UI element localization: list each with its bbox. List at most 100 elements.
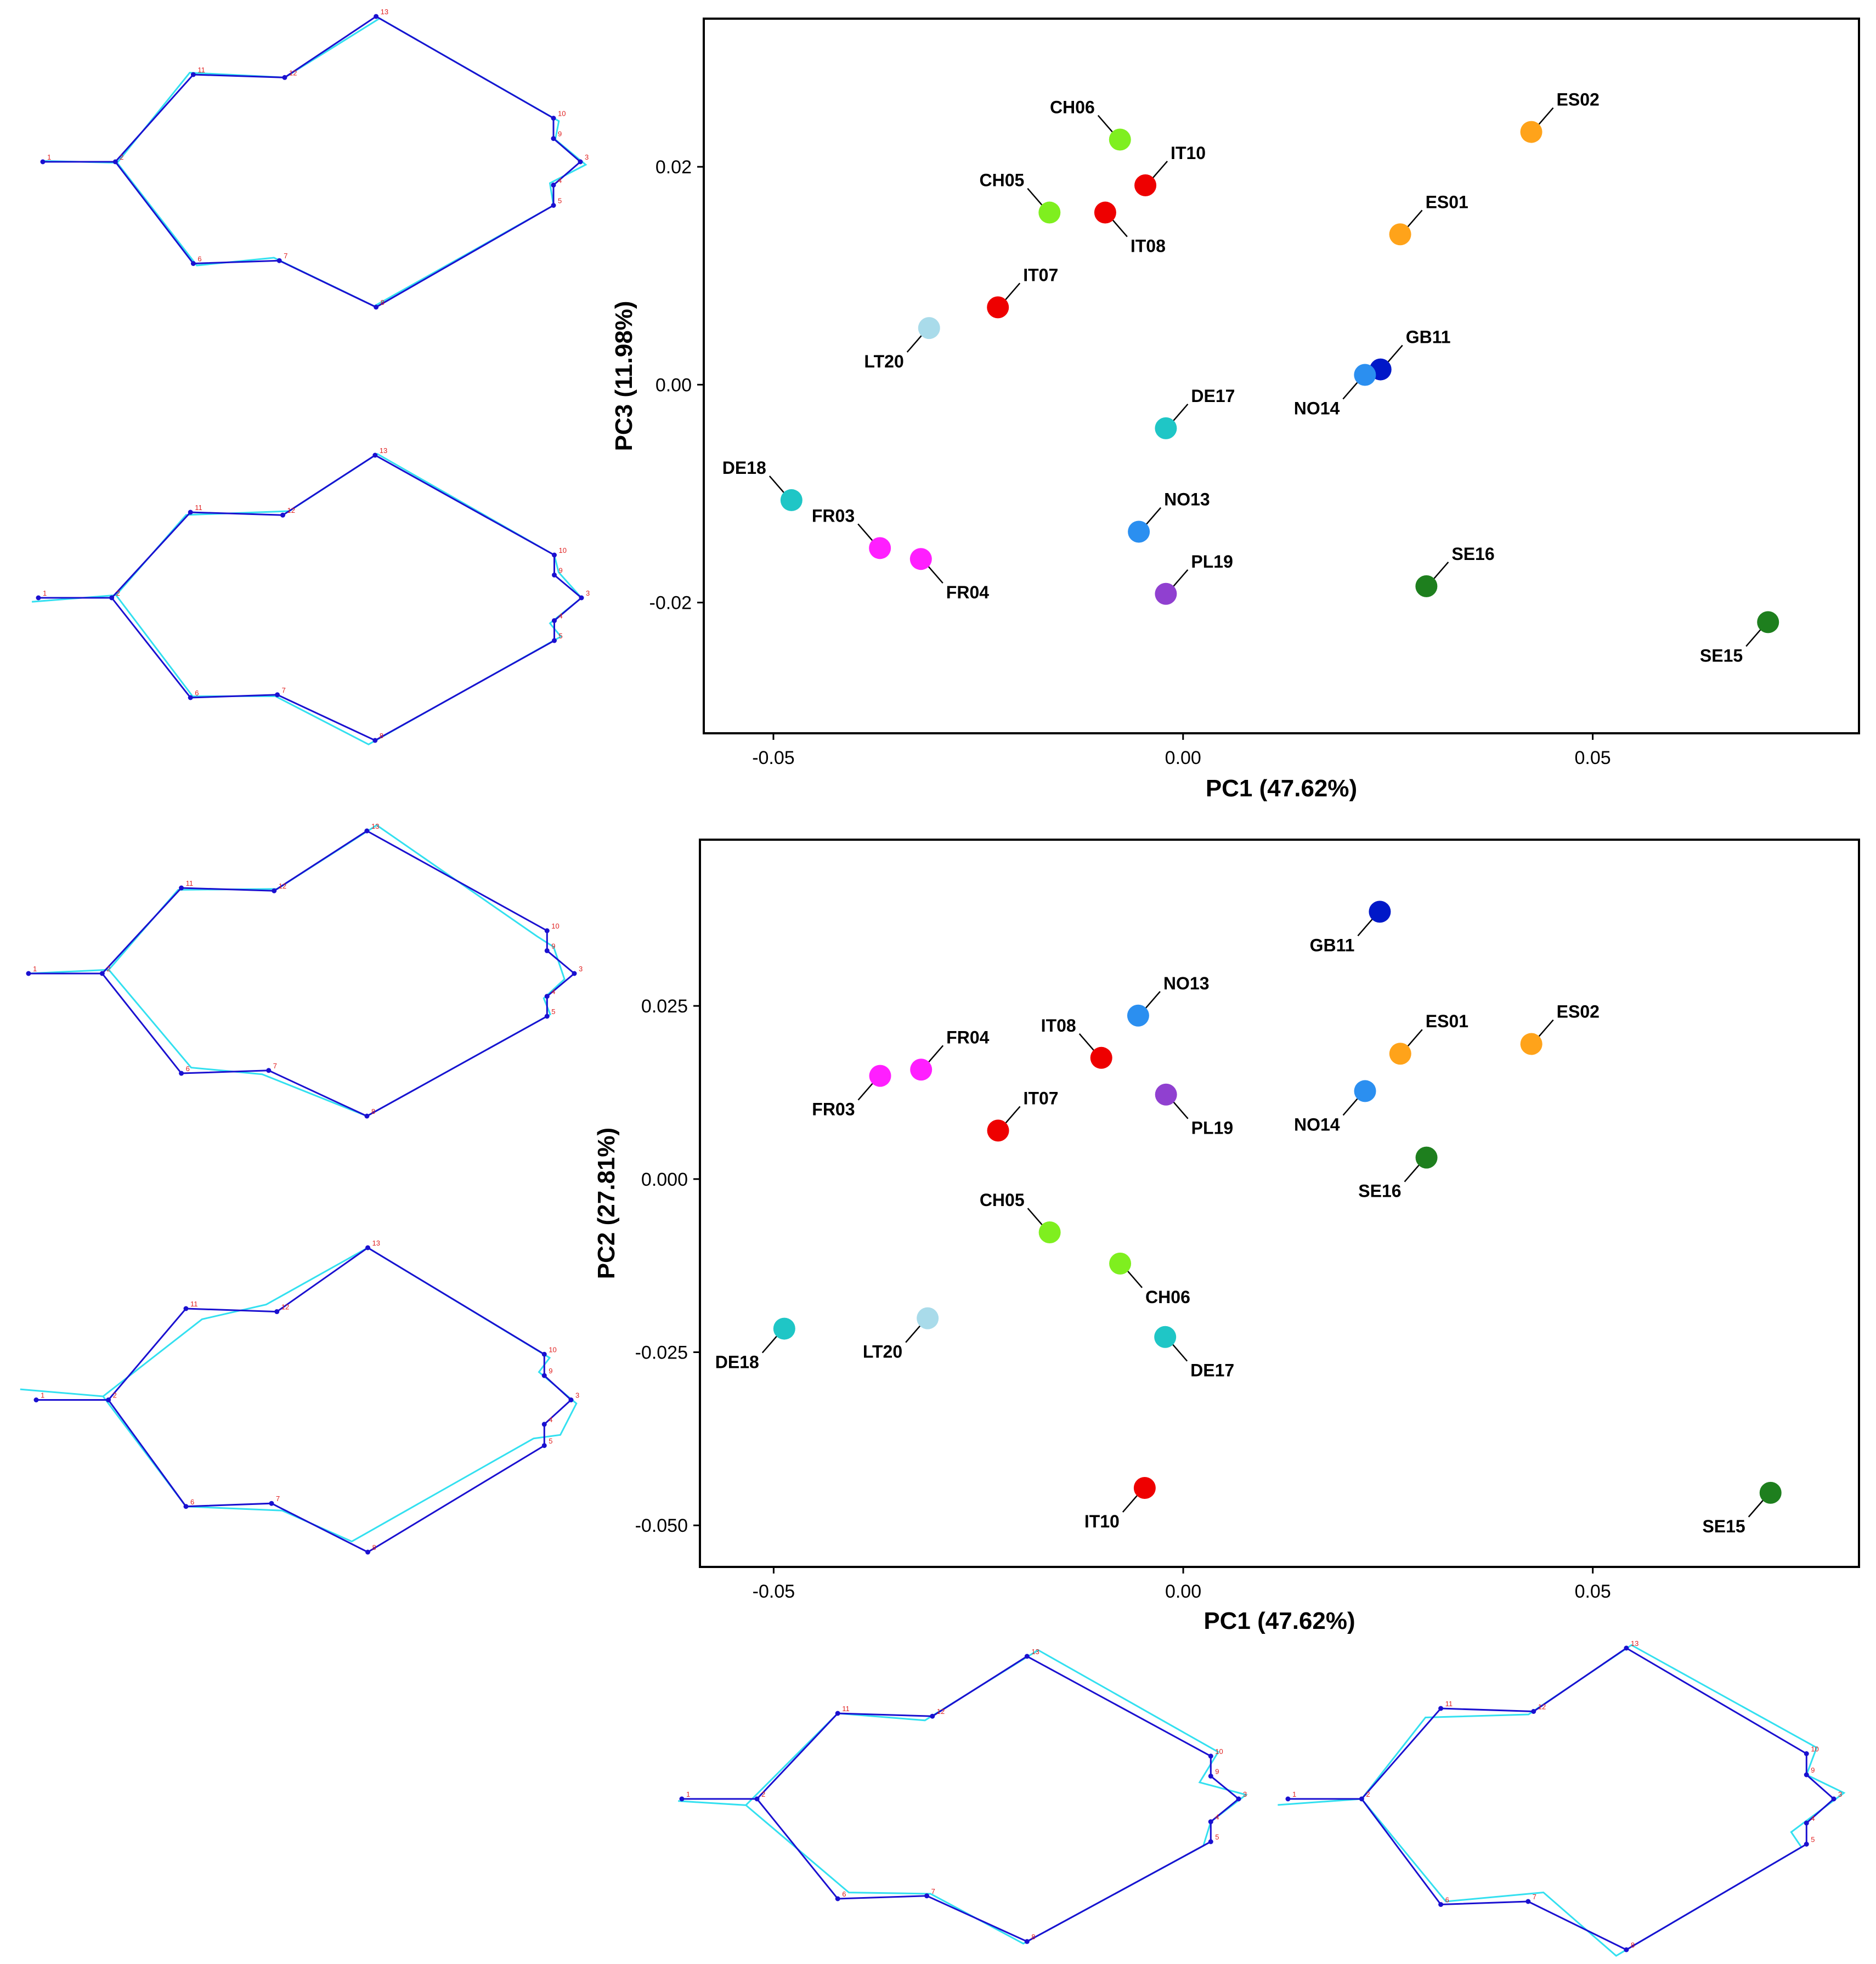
landmark-dot	[36, 595, 41, 601]
data-point-it08	[1094, 201, 1116, 224]
point-leader-line	[1173, 404, 1189, 421]
point-label-se15: SE15	[1700, 646, 1743, 665]
landmark-dot	[183, 1504, 189, 1509]
data-point-de18	[773, 1317, 795, 1340]
landmark-dot	[541, 1351, 547, 1357]
landmark-number: 4	[551, 988, 555, 996]
landmark-dot	[1624, 1947, 1629, 1952]
data-point-no13	[1128, 520, 1150, 543]
landmark-number: 8	[372, 1543, 376, 1552]
landmark-number: 3	[1243, 1790, 1247, 1798]
x-tick-label: -0.05	[753, 1581, 795, 1602]
data-point-se16	[1415, 575, 1438, 597]
landmark-number: 3	[585, 153, 589, 161]
landmark-dot	[179, 885, 184, 891]
landmark-number: 6	[197, 255, 201, 263]
consensus-outline	[31, 452, 583, 746]
landmark-number: 12	[287, 506, 295, 514]
data-point-pl19	[1155, 1083, 1177, 1106]
landmark-dot	[544, 928, 550, 933]
landmark-number: 11	[842, 1705, 850, 1713]
landmark-number: 7	[284, 252, 287, 260]
point-label-no14: NO14	[1294, 399, 1340, 418]
data-point-no14	[1354, 364, 1376, 386]
landmark-dot	[1624, 1645, 1629, 1651]
point-leader-line	[857, 523, 873, 541]
data-point-se15	[1759, 1481, 1782, 1504]
landmark-dot	[544, 1014, 550, 1019]
point-label-it10: IT10	[1084, 1512, 1120, 1531]
landmark-dot	[33, 1397, 39, 1402]
point-label-ch05: CH05	[980, 1190, 1025, 1210]
point-leader-line	[1407, 1029, 1423, 1047]
point-label-fr03: FR03	[812, 1100, 855, 1119]
landmark-number: 3	[1838, 1790, 1842, 1798]
point-leader-line	[1173, 1101, 1189, 1119]
pc1-pc3-scatter-plot: -0.05 0.00 0.05 0.02 0.00 -0.02 PC1 (47.62%) PC…	[611, 18, 1860, 802]
landmark-dot	[835, 1896, 840, 1901]
point-leader-line	[1173, 569, 1189, 587]
landmark-dot	[552, 572, 557, 578]
landmark-number: 5	[558, 197, 562, 205]
landmark-dot	[1208, 1773, 1213, 1779]
point-leader-line	[1146, 507, 1162, 525]
point-label-it07: IT07	[1024, 1088, 1059, 1108]
x-tick-label: 0.05	[1575, 1581, 1611, 1602]
landmark-dot	[1208, 1839, 1213, 1844]
landmark-dot	[578, 159, 583, 165]
point-leader-line	[769, 476, 784, 493]
landmark-dot	[1208, 1753, 1213, 1759]
consensus-outline	[41, 17, 587, 307]
landmark-dot	[1438, 1706, 1444, 1711]
landmark-dot	[541, 1422, 547, 1427]
data-point-no14	[1354, 1080, 1376, 1102]
y-tick-label: 0.025	[641, 996, 688, 1017]
landmark-number: 9	[1811, 1766, 1815, 1774]
data-point-lt20	[917, 1307, 939, 1329]
point-label-pl19: PL19	[1191, 552, 1233, 571]
landmark-number: 2	[113, 1391, 117, 1400]
data-point-es02	[1520, 1033, 1542, 1055]
data-point-it08	[1090, 1046, 1112, 1069]
data-point-fr04	[909, 548, 932, 570]
point-label-pl19: PL19	[1191, 1118, 1233, 1138]
landmark-number: 6	[1445, 1896, 1449, 1904]
landmark-dot	[109, 595, 115, 601]
point-leader-line	[1097, 115, 1113, 133]
landmark-dot	[1236, 1796, 1241, 1802]
point-label-it10: IT10	[1171, 143, 1206, 163]
landmark-number: 9	[559, 566, 563, 574]
point-leader-line	[1152, 161, 1168, 178]
landmark-dot	[365, 1245, 370, 1250]
landmark-dot	[1359, 1796, 1364, 1802]
landmark-number: 2	[1366, 1790, 1370, 1798]
landmark-dot	[1531, 1709, 1536, 1714]
data-point-it07	[987, 296, 1009, 319]
point-label-es01: ES01	[1426, 192, 1468, 212]
landmark-number: 9	[1215, 1767, 1219, 1775]
data-point-ch05	[1038, 201, 1061, 224]
landmark-dot	[568, 1397, 574, 1402]
landmark-dot	[364, 828, 370, 834]
point-leader-line	[1538, 107, 1554, 125]
point-leader-line	[1112, 219, 1128, 237]
landmark-dot	[374, 14, 379, 19]
data-point-es01	[1389, 1043, 1411, 1065]
y-axis-title: PC2 (27.81%)	[593, 1128, 620, 1279]
point-leader-line	[906, 335, 922, 353]
point-label-fr04: FR04	[946, 582, 989, 602]
landmark-dot	[544, 994, 550, 999]
point-label-de18: DE18	[715, 1352, 759, 1372]
landmark-number: 1	[33, 965, 37, 973]
landmark-dot	[754, 1796, 760, 1802]
deformed-outline	[43, 15, 582, 308]
data-point-fr03	[869, 537, 891, 559]
landmark-number: 7	[273, 1062, 277, 1070]
point-label-it07: IT07	[1023, 265, 1058, 285]
landmark-number: 10	[1811, 1745, 1818, 1753]
landmark-dot	[679, 1796, 685, 1802]
point-leader-line	[1357, 919, 1373, 937]
landmark-dot	[541, 1373, 547, 1378]
